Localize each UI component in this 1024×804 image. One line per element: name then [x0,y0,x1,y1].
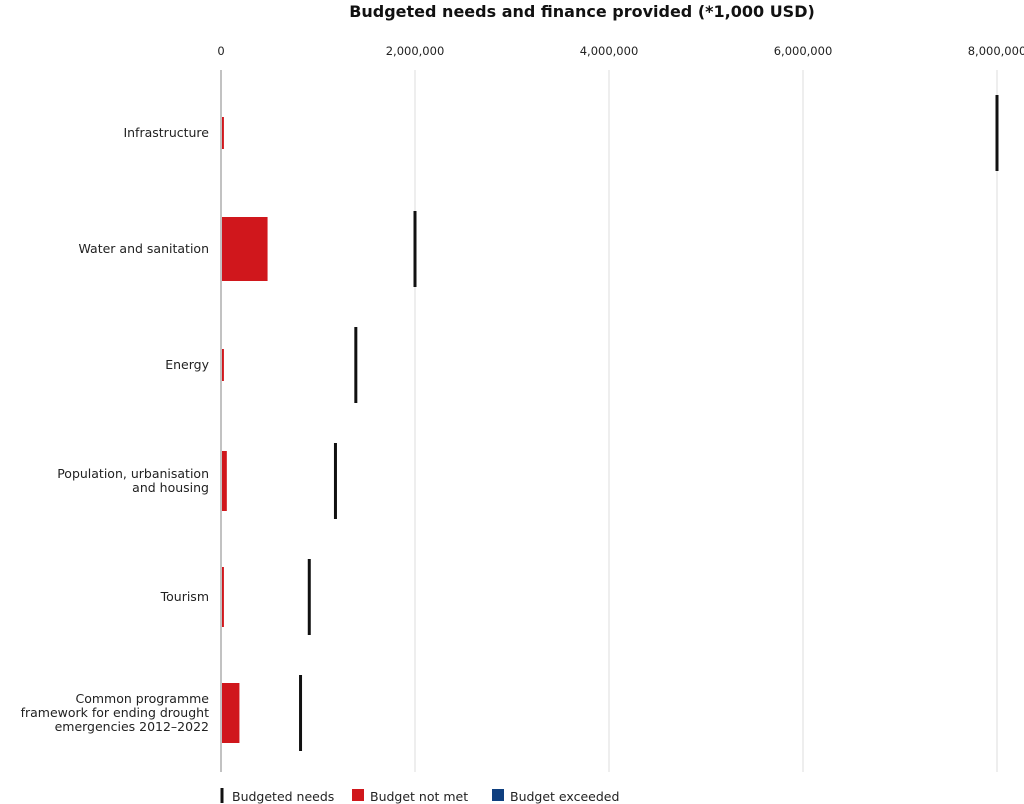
bars [222,117,268,743]
category-label: framework for ending drought [21,705,210,720]
legend-label: Budget not met [370,789,468,804]
category-label: Population, urbanisation [57,466,209,481]
category-label: Infrastructure [123,125,209,140]
x-axis-ticks: 0 2,000,000 4,000,000 6,000,000 8,000,000 [217,44,1024,58]
bar-budget-not-met [222,117,224,149]
legend: Budgeted needs Budget not met Budget excee… [220,788,619,804]
x-tick-label: 8,000,000 [968,44,1024,58]
x-tick-label: 4,000,000 [580,44,639,58]
legend-marker-square [492,789,504,801]
legend-label: Budgeted needs [232,789,334,804]
bar-budget-not-met [222,451,227,511]
category-label: and housing [132,480,209,495]
category-label: Water and sanitation [79,241,210,256]
legend-marker-square [352,789,364,801]
x-tick-label: 2,000,000 [386,44,445,58]
grid [414,70,998,772]
category-labels: Infrastructure Water and sanitation Energy… [21,125,210,734]
bar-budget-not-met [222,349,224,381]
category-label: emergencies 2012–2022 [55,719,209,734]
category-label: Tourism [160,589,209,604]
legend-label: Budget exceeded [510,789,619,804]
bar-budget-not-met [222,683,240,743]
category-label: Energy [165,357,209,372]
category-label: Common programme [76,691,210,706]
bar-budget-not-met [222,567,224,627]
bar-budget-not-met [222,217,268,281]
budgeted-needs-markers [299,95,999,751]
x-tick-label: 0 [217,44,224,58]
chart-title: Budgeted needs and finance provided (*1,… [349,2,815,21]
x-tick-label: 6,000,000 [774,44,833,58]
